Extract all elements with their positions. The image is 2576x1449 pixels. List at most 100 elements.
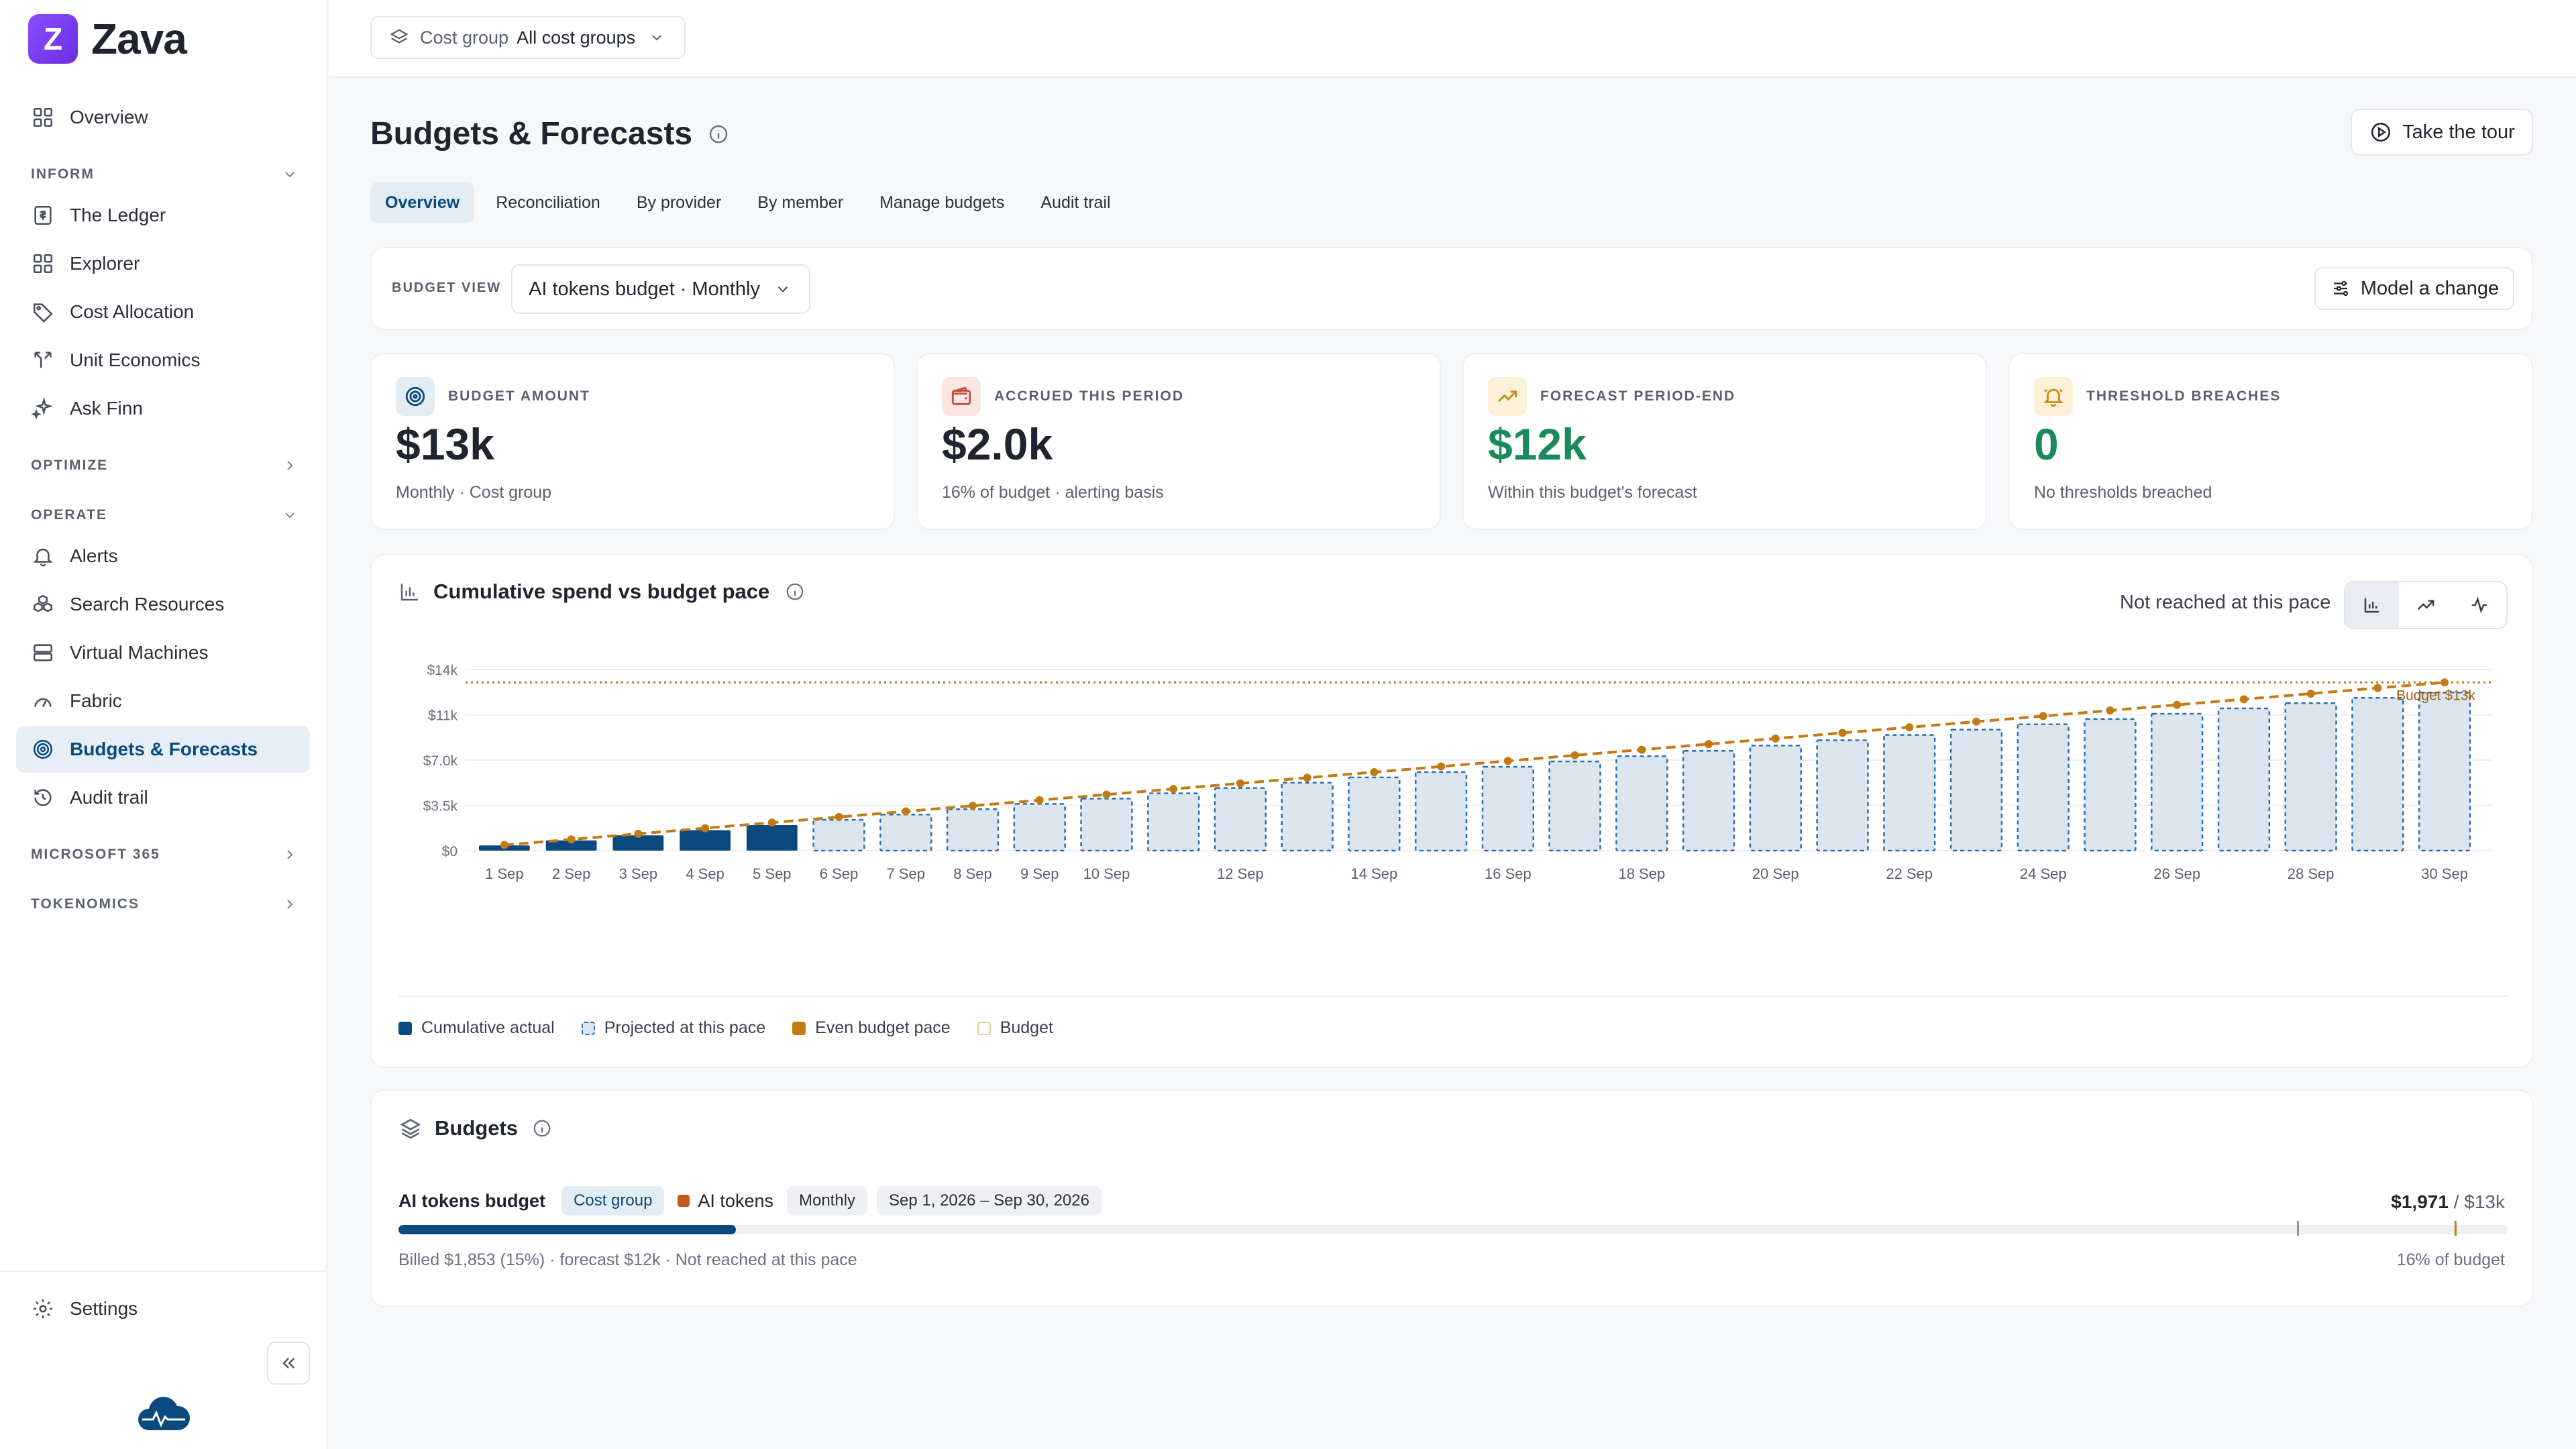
bar-projected	[879, 813, 932, 852]
bar-projected	[2351, 696, 2404, 852]
pace-point	[1236, 779, 1244, 788]
kpi-subtext: Within this budget's forecast	[1488, 483, 1697, 502]
chevron-right-icon	[280, 845, 299, 864]
forecast-marker	[2296, 1221, 2299, 1236]
sidebar-item-cost-allocation[interactable]: Cost Allocation	[16, 288, 310, 335]
sidebar-item-label: Virtual Machines	[70, 642, 209, 663]
line-view-button[interactable]	[2399, 582, 2453, 628]
x-tick-label: 22 Sep	[1886, 865, 1933, 882]
pace-point	[1905, 723, 1914, 732]
bar-projected	[1080, 798, 1133, 852]
take-tour-button[interactable]: Take the tour	[2351, 109, 2533, 156]
sidebar-item-audit-trail[interactable]: Audit trail	[16, 774, 310, 821]
sidebar-item-overview[interactable]: Overview	[16, 94, 310, 141]
budget-view-select[interactable]: AI tokens budget · Monthly	[511, 264, 810, 314]
cost-group-label: Cost group	[420, 27, 509, 48]
sidebar-item-search-resources[interactable]: Search Resources	[16, 581, 310, 628]
x-tick-label: 10 Sep	[1083, 865, 1130, 882]
sidebar-item-label: Alerts	[70, 545, 118, 566]
pace-point	[1437, 762, 1446, 771]
ledger-icon	[30, 202, 56, 229]
sidebar-item-ask-finn[interactable]: Ask Finn	[16, 385, 310, 432]
info-icon[interactable]	[784, 581, 806, 602]
legend-label: Cumulative actual	[421, 1018, 555, 1037]
bar-projected	[1147, 792, 1200, 852]
sidebar-divider	[0, 1271, 327, 1272]
sidebar-item-alerts[interactable]: Alerts	[16, 533, 310, 580]
sidebar-item-settings[interactable]: Settings	[16, 1285, 310, 1332]
budget-amount-total: / $13k	[2448, 1191, 2505, 1212]
section-label: INFORM	[31, 166, 95, 182]
bar-projected	[1348, 776, 1401, 852]
pace-point	[835, 812, 843, 821]
sidebar-item-fabric[interactable]: Fabric	[16, 678, 310, 724]
pulse-view-button[interactable]	[2453, 582, 2506, 628]
section-optimize[interactable]: OPTIMIZE	[31, 452, 299, 479]
cost-group-selector[interactable]: Cost group All cost groups	[370, 16, 686, 59]
y-tick-label: $3.5k	[423, 799, 458, 814]
collapse-sidebar-button[interactable]	[267, 1342, 310, 1385]
kpi-value: $2.0k	[942, 419, 1053, 469]
gauge-icon	[30, 688, 56, 714]
tab-by-provider[interactable]: By provider	[636, 193, 722, 212]
info-icon[interactable]	[707, 123, 730, 146]
bar-projected	[2151, 712, 2204, 852]
sidebar-item-label: Budgets & Forecasts	[70, 739, 258, 759]
section-operate[interactable]: OPERATE	[31, 502, 299, 529]
grid-icon	[30, 104, 56, 131]
pace-point	[2239, 695, 2248, 704]
sidebar-item-budgets-forecasts[interactable]: Budgets & Forecasts	[16, 726, 310, 773]
pace-point	[2173, 700, 2182, 709]
bar-projected	[1214, 787, 1267, 852]
target-icon	[396, 377, 435, 416]
section-microsoft-365[interactable]: MICROSOFT 365	[31, 841, 299, 868]
x-tick-label: 8 Sep	[953, 865, 992, 882]
play-circle-icon	[2369, 120, 2393, 144]
page-title-text: Budgets & Forecasts	[370, 116, 693, 152]
section-inform[interactable]: INFORM	[31, 161, 299, 188]
x-tick-label: 9 Sep	[1020, 865, 1059, 882]
scope-chip: Cost group	[561, 1186, 665, 1216]
x-tick-label: 7 Sep	[887, 865, 926, 882]
budget-progress-fill	[398, 1225, 737, 1234]
bell-icon	[30, 543, 56, 570]
sidebar-item-explorer[interactable]: Explorer	[16, 240, 310, 287]
chart-title: Cumulative spend vs budget pace	[398, 580, 806, 604]
bar-projected	[1883, 734, 1936, 852]
chart-legend: Cumulative actual Projected at this pace…	[398, 1018, 1053, 1038]
category-chip: AI tokens	[674, 1186, 777, 1216]
budget-row[interactable]: AI tokens budget Cost group AI tokens Mo…	[398, 1186, 1102, 1216]
pace-point	[701, 824, 710, 833]
x-tick-label: 5 Sep	[753, 865, 792, 882]
bar-cumulative-actual	[612, 835, 664, 851]
bar-projected	[1615, 755, 1668, 852]
bar-projected	[2017, 723, 2070, 852]
tab-audit-trail[interactable]: Audit trail	[1040, 193, 1111, 212]
budgets-title-text: Budgets	[435, 1116, 518, 1140]
bar-projected	[1281, 782, 1334, 852]
bar-projected	[2418, 692, 2471, 852]
chart-title-text: Cumulative spend vs budget pace	[433, 580, 770, 603]
chevron-down-icon	[647, 28, 666, 47]
sidebar: Z Zava Overview INFORM The Ledger Explor…	[0, 0, 327, 1449]
double-chevron-left-icon	[279, 1354, 298, 1373]
bar-projected	[812, 818, 865, 852]
period-chip: Monthly	[786, 1186, 868, 1216]
section-tokenomics[interactable]: TOKENOMICS	[31, 891, 299, 918]
sidebar-item-unit-economics[interactable]: Unit Economics	[16, 337, 310, 384]
tab-overview[interactable]: Overview	[370, 182, 475, 223]
sidebar-item-ledger[interactable]: The Ledger	[16, 192, 310, 239]
x-tick-label: 16 Sep	[1485, 865, 1532, 882]
tab-reconciliation[interactable]: Reconciliation	[496, 193, 600, 212]
chart-type-toggle	[2344, 581, 2508, 629]
pace-point	[567, 835, 576, 844]
tab-manage-budgets[interactable]: Manage budgets	[879, 193, 1005, 212]
info-icon[interactable]	[531, 1118, 553, 1139]
model-change-button[interactable]: Model a change	[2314, 267, 2514, 310]
sidebar-item-virtual-machines[interactable]: Virtual Machines	[16, 629, 310, 676]
bar-view-button[interactable]	[2345, 582, 2399, 628]
tab-by-member[interactable]: By member	[757, 193, 844, 212]
brand-logo[interactable]: Z Zava	[28, 13, 187, 64]
brand-mark: Z	[28, 14, 78, 64]
layers-icon	[398, 1116, 423, 1140]
